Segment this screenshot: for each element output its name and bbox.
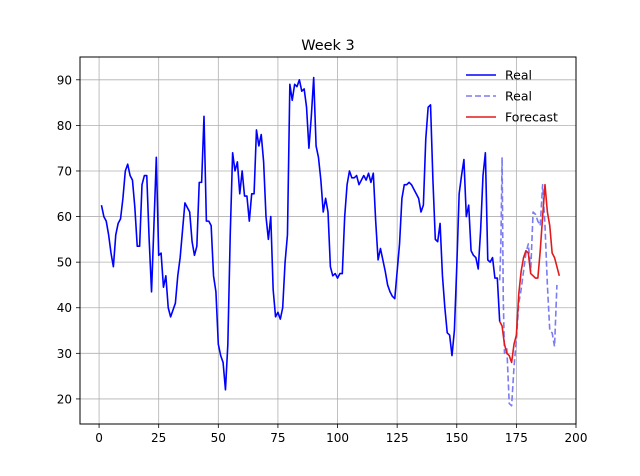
legend-label: Real (505, 68, 532, 83)
y-tick-label: 50 (57, 256, 72, 270)
legend-entry-forecast: Forecast (466, 110, 558, 125)
legend-entry-real: Real (466, 68, 532, 83)
y-tick-label: 60 (57, 210, 72, 224)
x-tick-label: 25 (151, 431, 166, 445)
x-tick-label: 100 (326, 431, 349, 445)
y-tick-label: 70 (57, 164, 72, 178)
y-tick-label: 30 (57, 347, 72, 361)
legend: Real Real Forecast (466, 68, 558, 125)
x-tick-label: 150 (445, 431, 468, 445)
legend-entry-real-dashed: Real (466, 89, 532, 104)
x-tick-label: 0 (95, 431, 103, 445)
y-tick-label: 80 (57, 119, 72, 133)
legend-label: Forecast (505, 110, 558, 125)
y-axis: 20 30 40 50 60 70 80 90 (57, 73, 80, 406)
y-tick-label: 20 (57, 392, 72, 406)
x-tick-label: 175 (505, 431, 528, 445)
legend-label: Real (505, 89, 532, 104)
plot-frame (79, 56, 577, 425)
x-tick-label: 200 (565, 431, 588, 445)
x-axis: 0 25 50 75 100 125 150 175 200 (95, 424, 587, 445)
x-tick-label: 125 (386, 431, 409, 445)
x-tick-label: 75 (270, 431, 285, 445)
real-series-line (100, 76, 501, 391)
series-lines (100, 76, 561, 407)
y-tick-label: 40 (57, 301, 72, 315)
forecast-series-line (498, 183, 561, 364)
chart-title: Week 3 (301, 38, 355, 54)
x-tick-label: 50 (211, 431, 226, 445)
y-tick-label: 90 (57, 73, 72, 87)
